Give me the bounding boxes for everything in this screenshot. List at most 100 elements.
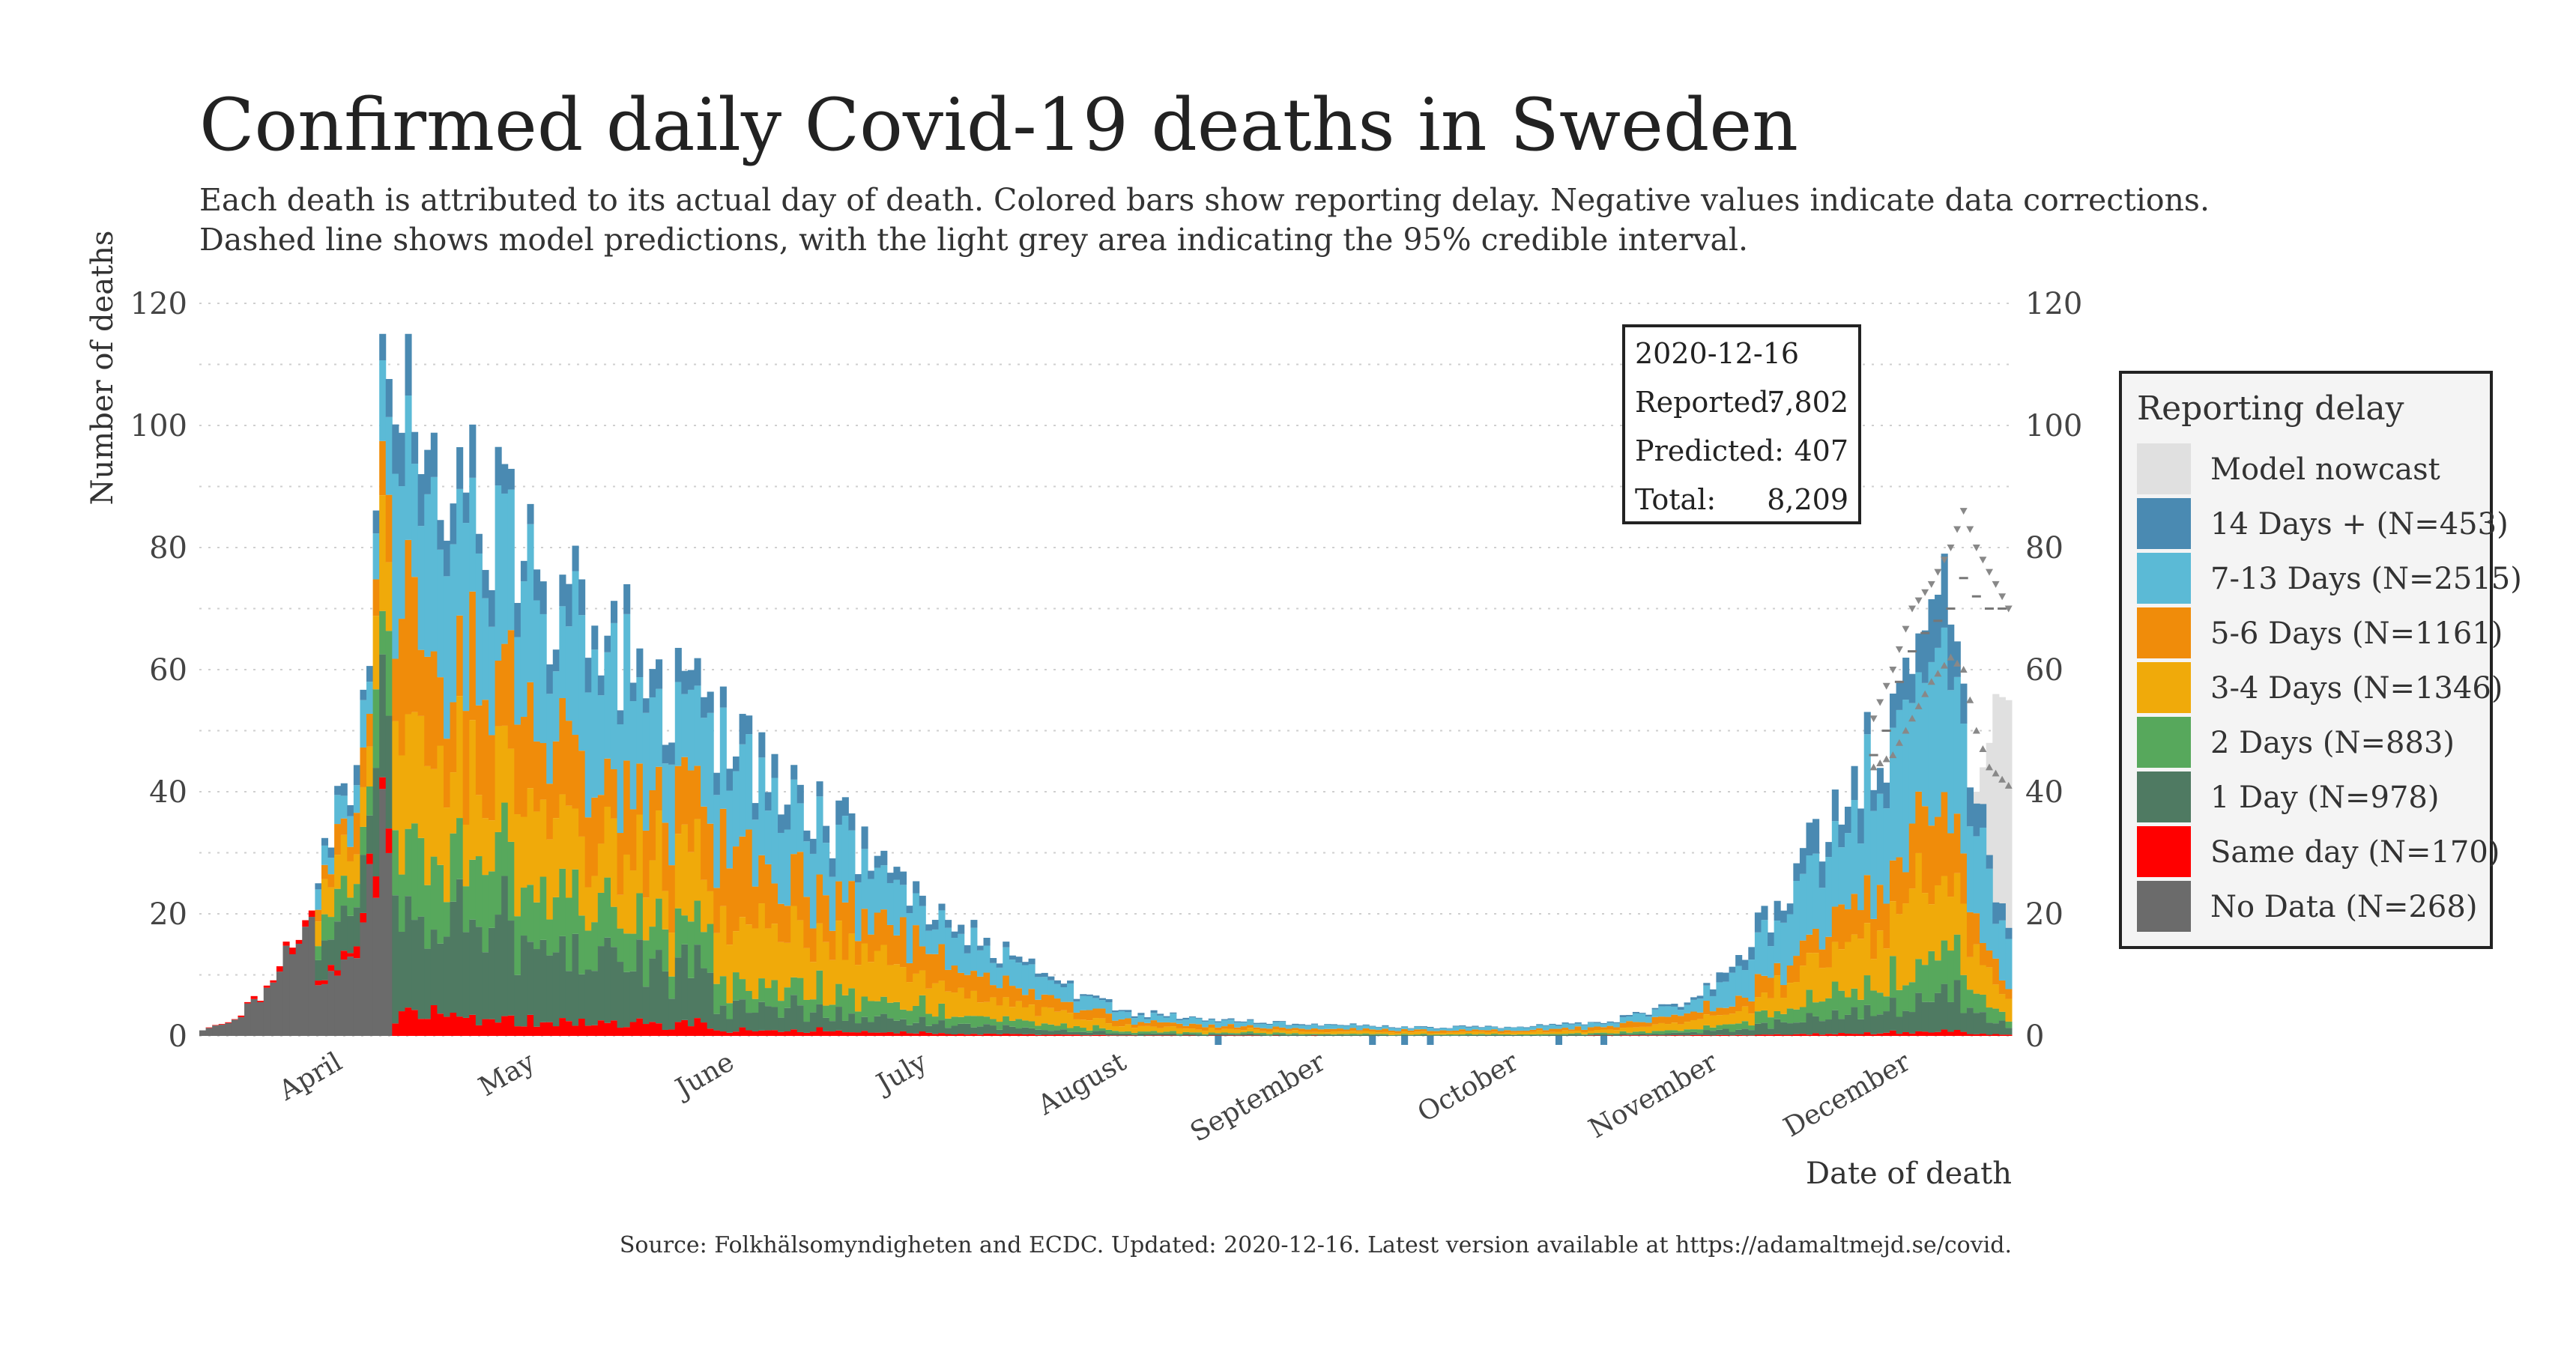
bar-segment-d2 [1382,1034,1389,1035]
bar-segment-d1 [1279,1034,1287,1036]
bar-segment-d3_4 [1330,1031,1337,1034]
bar-segment-d14 [1774,900,1781,921]
bar-segment-d14 [778,814,785,833]
bar-segment-same_day [1092,1034,1100,1036]
bar-segment-d1 [1324,1034,1331,1036]
bar-segment-same_day [1928,1032,1935,1036]
bar-segment-d5_6 [430,651,438,769]
bar-segment-d1 [1446,1035,1454,1036]
bar-segment-d2 [1009,1020,1016,1027]
bar-segment-d14 [674,647,682,682]
bar-segment-same_day [1780,1034,1788,1036]
bar-segment-same_day [572,1025,579,1036]
bar-segment-d2 [1716,1025,1723,1030]
bar-segment-d7_13 [1928,661,1935,826]
bar-segment-d1 [1202,1034,1209,1036]
bar-segment-d3_4 [694,819,701,901]
bar-segment-d1 [848,1013,856,1033]
bar-segment-d3_4 [552,818,560,897]
bar-segment-d1 [662,971,669,1030]
bar-segment-d7_13 [1632,1013,1639,1022]
bar-segment-d14 [501,464,509,494]
bar-segment-d7_13 [597,695,605,795]
bar-segment-d7_13 [1986,868,1993,951]
bar-segment-d7_13 [1478,1028,1486,1031]
bar-segment-d7_13 [1613,1023,1621,1028]
bar-segment-d2 [1163,1031,1170,1034]
bar-segment-d14 [1369,1025,1376,1027]
bar-segment-d1 [1980,1012,1987,1034]
bar-segment-d2 [501,802,509,876]
bar-segment-d5_6 [1375,1030,1382,1033]
bar-segment-d5_6 [681,757,689,825]
ci-lower-marker [1979,745,1987,752]
bar-segment-d3_4 [964,998,971,1016]
bar-segment-d5_6 [990,985,997,998]
bar-segment-d2 [417,837,425,917]
bar-segment-d2 [1349,1033,1357,1035]
bar-segment-d2 [778,1001,785,1018]
bar-segment-d1 [1953,980,1961,1031]
bar-segment-d2 [450,833,457,902]
bar-segment-d7_13 [1137,1015,1145,1022]
bar-segment-d7_13 [398,486,405,619]
legend-title: Reporting delay [2137,389,2404,428]
bar-segment-d1 [1053,1030,1061,1035]
bar-segment-d2 [527,885,534,942]
bar-segment-d5_6 [501,643,509,726]
bar-segment-d5_6 [758,855,766,904]
bar-segment-d3_4 [1131,1028,1138,1033]
bar-segment-d1 [771,1007,778,1031]
bar-segment-d1 [1890,998,1897,1031]
bar-segment-d3_4 [1761,992,1768,1010]
bar-segment-d3_4 [1439,1033,1447,1035]
bar-segment-d5_6 [1047,995,1055,1008]
bar-segment-same_day [270,980,277,983]
bar-segment-same_day [1799,1034,1807,1036]
bar-segment-same_day [604,1022,611,1036]
bar-segment-d7_13 [1786,914,1794,966]
bar-segment-d14 [970,920,978,928]
bar-segment-d2 [617,928,624,963]
bar-segment-d14 [1080,994,1087,996]
bar-segment-same_day [1632,1035,1639,1036]
bar-segment-same_day [1240,1035,1248,1037]
bar-segment-d5_6 [1465,1031,1472,1032]
bar-segment-d14 [1536,1024,1544,1025]
bar-segment-d3_4 [405,714,412,829]
bar-segment-d7_13 [809,853,817,929]
bar-segment-d3_4 [1896,914,1903,990]
bar-segment-no_data [340,960,348,1036]
bar-segment-d5_6 [1420,1029,1427,1031]
bar-segment-same_day [244,1001,252,1004]
bar-segment-d7_13 [578,615,586,751]
bar-segment-d1 [1227,1034,1235,1036]
bar-segment-d14 [1986,855,1993,869]
bar-segment-d7_13 [1658,1006,1666,1017]
bar-segment-d2 [462,886,470,933]
bar-segment-d3_4 [1915,852,1923,960]
bar-segment-no_data [308,917,315,1036]
bar-segment-d14 [938,903,946,911]
bar-segment-d1 [1876,1014,1884,1034]
bar-segment-same_day [1986,1034,1993,1036]
bar-segment-d1 [1337,1034,1344,1036]
bar-segment-d7_13 [964,953,971,975]
bar-segment-d7_13 [1260,1023,1267,1028]
bar-segment-d7_13 [1574,1023,1582,1027]
bar-segment-d1 [552,952,560,1027]
bar-segment-d2 [1818,1001,1826,1022]
bar-segment-d7_13 [945,927,952,970]
bar-segment-d1 [1015,1028,1023,1034]
bar-segment-d2 [1825,998,1833,1020]
bar-segment-d1 [1645,1034,1653,1036]
bar-segment-d7_13 [1818,888,1826,950]
ci-upper-marker [1889,667,1897,673]
bar-segment-same_day [1310,1035,1319,1037]
bar-segment-d5_6 [340,818,348,835]
bar-segment-d3_4 [1722,1014,1730,1025]
bar-segment-d5_6 [1285,1028,1292,1031]
bar-segment-d1 [617,962,624,1028]
bar-segment-same_day [1960,1031,1968,1036]
